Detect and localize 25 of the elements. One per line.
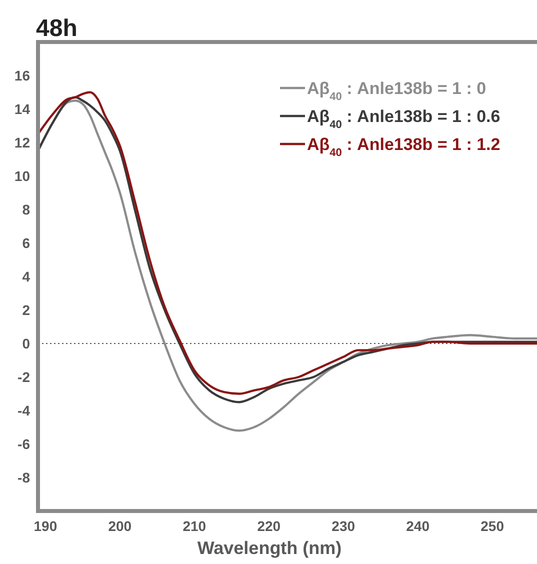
y-tick-label: -8: [18, 469, 30, 486]
y-tick-label: 10: [14, 168, 30, 184]
x-tick-label: 220: [257, 518, 281, 534]
y-tick-label: 8: [22, 201, 30, 218]
y-tick-label: 2: [22, 302, 30, 318]
y-tick-label: -6: [18, 436, 30, 452]
y-tick-label: 6: [22, 234, 30, 251]
chart-title: 48h: [36, 15, 78, 42]
y-tick-label: 12: [14, 134, 30, 150]
x-axis-title: Wavelength (nm): [197, 538, 342, 558]
y-tick-label: -2: [18, 368, 30, 385]
legend-label: Aβ$_{40}$ : Anle138b = 1 : 1.2: [307, 134, 500, 159]
legend-label: Aβ$_{40}$ : Anle138b = 1 : 0: [307, 78, 486, 103]
x-tick-label: 190: [34, 518, 58, 534]
x-tick-label: 230: [332, 518, 356, 534]
x-tick-label: 210: [182, 518, 206, 534]
y-tick-label: 4: [22, 268, 30, 284]
x-tick-label: 250: [480, 518, 504, 534]
y-tick-label: 14: [14, 100, 30, 117]
x-tick-label: 240: [406, 518, 430, 534]
y-tick-label: -4: [18, 402, 30, 418]
y-tick-label: 0: [22, 335, 30, 352]
y-tick-label: 16: [14, 67, 30, 84]
x-tick-label: 200: [108, 518, 132, 534]
legend-label: Aβ$_{40}$ : Anle138b = 1 : 0.6: [307, 106, 500, 131]
